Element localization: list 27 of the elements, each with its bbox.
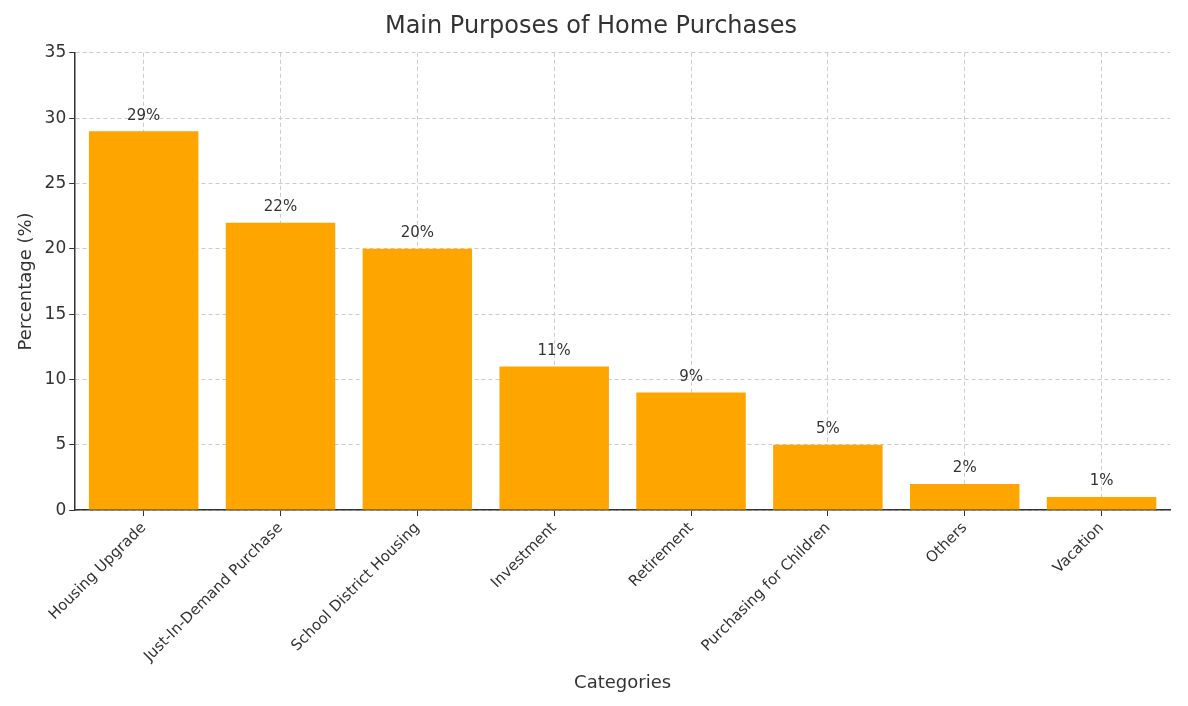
bar xyxy=(362,248,473,510)
y-tick-label: 5 xyxy=(55,433,67,454)
data-label: 9% xyxy=(679,366,703,385)
data-label: 20% xyxy=(400,223,435,242)
data-label: 1% xyxy=(1089,471,1114,490)
y-axis-title: Percentage (%) xyxy=(14,212,36,351)
data-label: 29% xyxy=(126,105,161,124)
y-tick-label: 20 xyxy=(44,237,67,258)
y-tick-label: 0 xyxy=(55,498,67,519)
bar xyxy=(499,366,609,510)
bar xyxy=(225,222,336,510)
bar xyxy=(773,444,883,510)
y-tick-label: 25 xyxy=(44,171,67,192)
y-tick-label: 10 xyxy=(44,367,67,388)
bar xyxy=(1046,497,1157,510)
data-label: 2% xyxy=(952,458,977,477)
y-tick-label: 15 xyxy=(44,302,67,323)
data-label: 22% xyxy=(263,197,298,216)
chart-title: Main Purposes of Home Purchases xyxy=(384,10,798,39)
data-label: 11% xyxy=(537,340,571,359)
bar xyxy=(88,131,199,510)
bar xyxy=(909,483,1020,510)
bar xyxy=(636,392,746,510)
y-tick-label: 30 xyxy=(44,106,67,127)
x-axis-title: Categories xyxy=(574,670,672,692)
data-label: 5% xyxy=(815,419,840,438)
y-tick-label: 35 xyxy=(44,41,67,62)
